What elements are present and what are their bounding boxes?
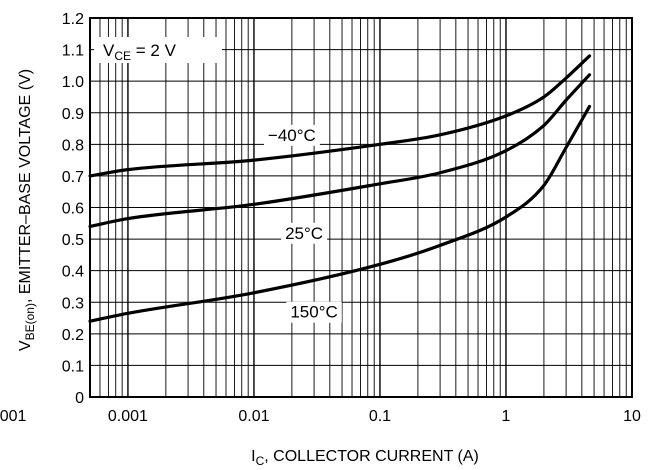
y-tick-label: 0.8 [62,137,84,154]
x-tick-label: 0.001 [108,408,148,425]
y-tick-label: 1.1 [62,43,84,60]
y-tick-label: 0.6 [62,201,84,218]
y-axis-label: VBE(on), EMITTER–BASE VOLTAGE (V) [17,69,37,351]
vce-annotation: VCE = 2 V [103,41,177,63]
curve-1 [88,73,592,229]
y-tick-label: 0.3 [62,295,84,312]
x-tick-label: 10 [623,408,641,425]
y-axis-label-subscript: BE(on) [23,303,37,340]
curve-label-background [263,124,320,146]
y-tick-label: 0 [75,390,84,407]
x-tick-label: 0.1 [369,408,391,425]
x-tick-labels: 0.0001 0.001 0.01 0.1 1 10 [0,408,641,425]
x-tick-label: 1 [502,408,511,425]
curve-label-background [286,301,342,323]
y-tick-label: 0.1 [62,358,84,375]
y-tick-label: 0.9 [62,106,84,123]
y-tick-label: 1.0 [62,74,84,91]
y-tick-label: 0.4 [62,264,84,281]
x-tick-label: 0.01 [238,408,269,425]
curve-label-1: 25°C [285,224,323,243]
curve-label-2: 150°C [290,303,337,322]
curve-label-0: −40°C [268,126,316,145]
plot-frame [89,17,633,398]
curve-2 [88,104,592,323]
grid-lines [89,17,632,398]
y-tick-labels: 0 0.1 0.2 0.3 0.4 0.5 0.6 0.7 0.8 0.9 1.0 1.1 1.2 [62,11,84,407]
y-tick-label: 1.2 [62,11,84,28]
vce-annotation-subscript: CE [114,49,131,63]
y-tick-label: 0.7 [62,169,84,186]
y-tick-label: 0.2 [62,327,84,344]
x-tick-label: 0.0001 [0,408,26,425]
curve-0 [88,54,592,178]
x-axis-label: IC, COLLECTOR CURRENT (A) [251,448,479,468]
curve-label-background [281,222,328,244]
annotation-background [94,37,222,63]
x-axis-label-subscript: C [256,454,265,468]
y-tick-label: 0.5 [62,232,84,249]
curves: −40°C 25°C 150°C [88,54,592,323]
